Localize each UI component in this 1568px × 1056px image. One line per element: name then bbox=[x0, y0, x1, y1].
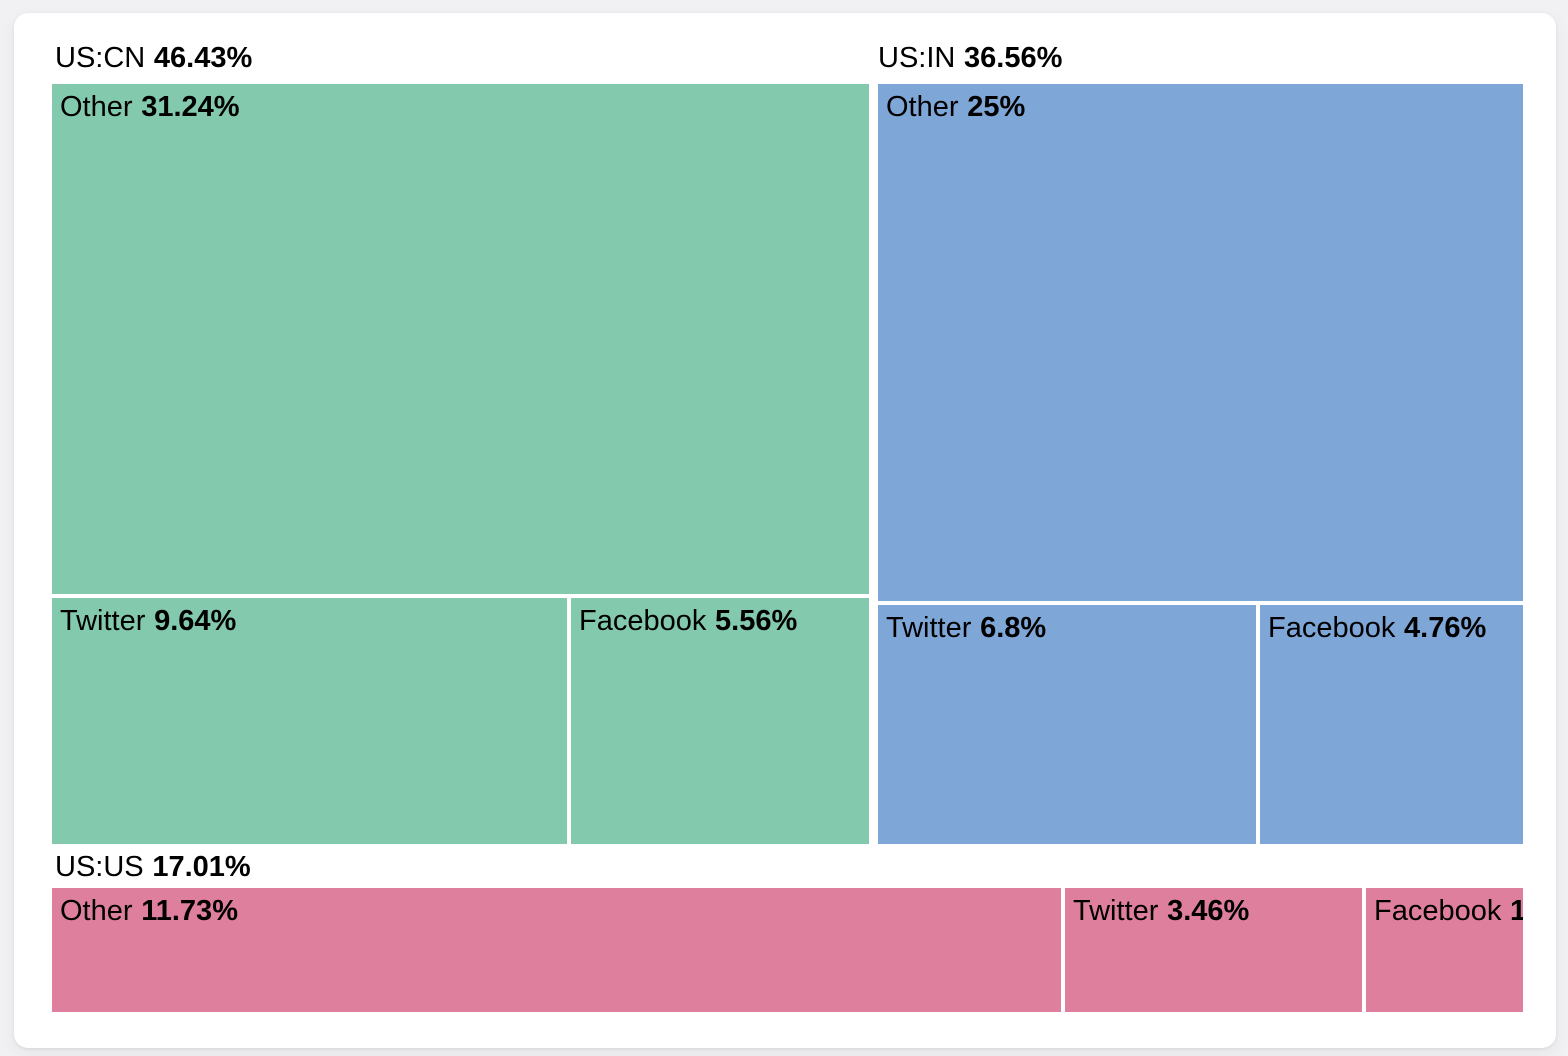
treemap-cell-us-in-facebook[interactable]: Facebook 4.76% bbox=[1260, 605, 1523, 844]
cell-value: 6.8% bbox=[980, 612, 1047, 644]
group-name: US:CN bbox=[55, 42, 146, 74]
treemap-cell-us-us-other[interactable]: Other 11.73% bbox=[52, 888, 1061, 1012]
cell-value: 11.73% bbox=[141, 895, 238, 927]
cell-value: 5.56% bbox=[715, 605, 798, 637]
treemap-cell-us-cn-twitter[interactable]: Twitter 9.64% bbox=[52, 598, 567, 844]
treemap-cell-us-us-facebook[interactable]: Facebook 1.81% bbox=[1366, 888, 1523, 1012]
cell-name: Other bbox=[60, 91, 133, 123]
treemap-cell-us-cn-other[interactable]: Other 31.24% bbox=[52, 84, 869, 594]
cell-name: Facebook bbox=[1374, 895, 1502, 927]
group-name: US:US bbox=[55, 851, 144, 883]
group-header-us-in: US:IN 36.56% bbox=[878, 40, 1062, 76]
cell-value: 31.24% bbox=[141, 91, 240, 123]
cell-name: Other bbox=[886, 91, 959, 123]
cell-value: 25% bbox=[967, 91, 1026, 123]
cell-value: 9.64% bbox=[154, 605, 237, 637]
treemap-cell-us-us-twitter[interactable]: Twitter 3.46% bbox=[1065, 888, 1362, 1012]
treemap-cell-us-in-other[interactable]: Other 25% bbox=[878, 84, 1523, 601]
cell-name: Twitter bbox=[60, 605, 146, 637]
cell-name: Twitter bbox=[1073, 895, 1159, 927]
group-header-us-cn: US:CN 46.43% bbox=[55, 40, 252, 76]
cell-value: 4.76% bbox=[1404, 612, 1487, 644]
group-value: 36.56% bbox=[964, 42, 1063, 74]
treemap-cell-us-cn-facebook[interactable]: Facebook 5.56% bbox=[571, 598, 869, 844]
cell-name: Twitter bbox=[886, 612, 972, 644]
group-value: 46.43% bbox=[153, 42, 253, 74]
treemap-cell-us-in-twitter[interactable]: Twitter 6.8% bbox=[878, 605, 1256, 844]
cell-name: Other bbox=[60, 895, 133, 927]
cell-value: 3.46% bbox=[1167, 895, 1250, 927]
group-value: 17.01% bbox=[152, 851, 251, 883]
group-name: US:IN bbox=[878, 42, 956, 74]
group-header-us-us: US:US 17.01% bbox=[55, 849, 251, 885]
cell-value: 1.81% bbox=[1510, 895, 1523, 927]
treemap-card: US:CN 46.43% Other 31.24% Twitter 9.64% Fac… bbox=[14, 13, 1556, 1048]
cell-name: Facebook bbox=[1268, 612, 1396, 644]
cell-name: Facebook bbox=[579, 605, 707, 637]
